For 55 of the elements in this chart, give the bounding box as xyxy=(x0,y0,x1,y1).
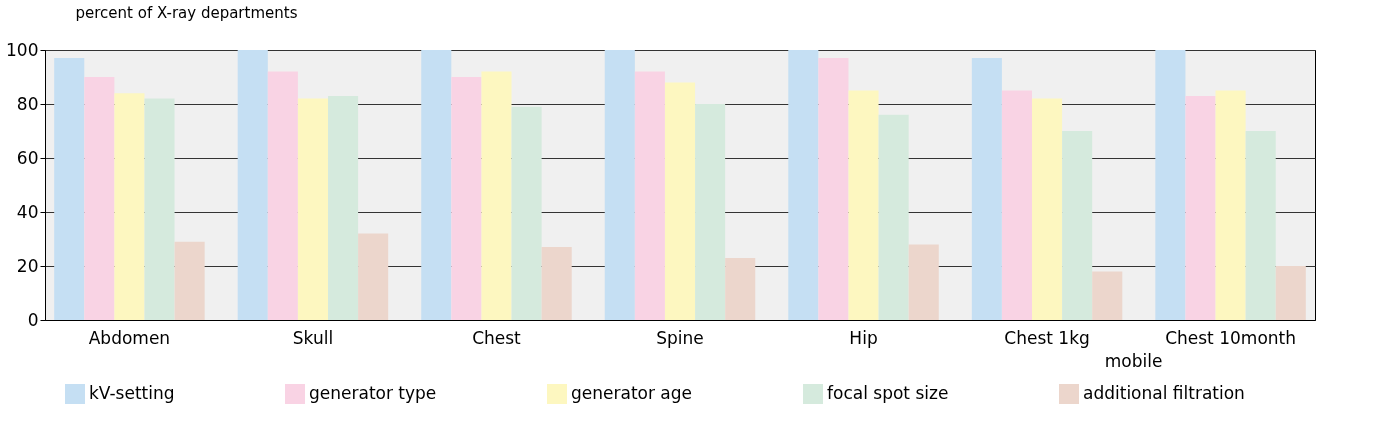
x-tick-label: Chest 10month xyxy=(1165,327,1296,348)
bar xyxy=(634,71,665,320)
bar xyxy=(267,71,298,320)
x-tick-label: Chest 1kg xyxy=(1004,327,1090,348)
bar xyxy=(908,244,939,320)
bar xyxy=(604,50,635,320)
bar xyxy=(664,82,696,320)
bar xyxy=(237,50,268,320)
bar xyxy=(54,58,85,320)
legend-label: generator age xyxy=(571,383,693,403)
bar xyxy=(818,58,849,320)
x-tick-label: Spine xyxy=(656,327,704,348)
bar xyxy=(1155,50,1186,320)
legend-label: kV-setting xyxy=(89,383,175,403)
bar xyxy=(878,114,909,320)
legend-label: additional filtration xyxy=(1083,383,1245,403)
x-tick-label: Chest xyxy=(472,327,522,348)
bar xyxy=(114,93,145,320)
bar xyxy=(1032,98,1063,320)
bar xyxy=(481,71,512,320)
y-tick-label: 100 xyxy=(6,39,39,60)
legend-label: generator type xyxy=(309,383,437,403)
y-tick-label: 0 xyxy=(27,309,39,330)
y-tick-label: 40 xyxy=(16,201,39,222)
bar xyxy=(695,104,726,320)
legend-label: focal spot size xyxy=(827,383,949,403)
bar xyxy=(1185,95,1216,320)
bar xyxy=(788,50,819,320)
bar xyxy=(971,58,1002,320)
bar xyxy=(174,241,205,320)
x-tick-label: Abdomen xyxy=(88,327,171,348)
bar xyxy=(541,247,572,320)
y-axis-title: percent of X-ray departments xyxy=(75,3,298,22)
y-tick-label: 60 xyxy=(16,147,39,168)
x-tick-label: Hip xyxy=(849,327,878,348)
bar xyxy=(1215,90,1246,320)
bar xyxy=(1062,131,1093,320)
bar xyxy=(84,77,115,320)
y-tick-label: 80 xyxy=(16,93,39,114)
bar xyxy=(725,257,756,320)
bar xyxy=(511,106,542,320)
bar xyxy=(297,98,328,320)
bar xyxy=(848,90,879,320)
bar xyxy=(1245,131,1276,320)
bar xyxy=(144,98,175,320)
bar xyxy=(451,77,482,320)
bar xyxy=(358,233,389,320)
y-tick-label: 20 xyxy=(16,255,39,276)
bar xyxy=(1001,90,1032,320)
bar xyxy=(1275,266,1306,320)
bar xyxy=(1092,271,1123,320)
bar xyxy=(328,95,359,320)
bar xyxy=(421,50,452,320)
x-tick-label: Skull xyxy=(292,327,334,348)
text: mobile xyxy=(1104,351,1163,371)
